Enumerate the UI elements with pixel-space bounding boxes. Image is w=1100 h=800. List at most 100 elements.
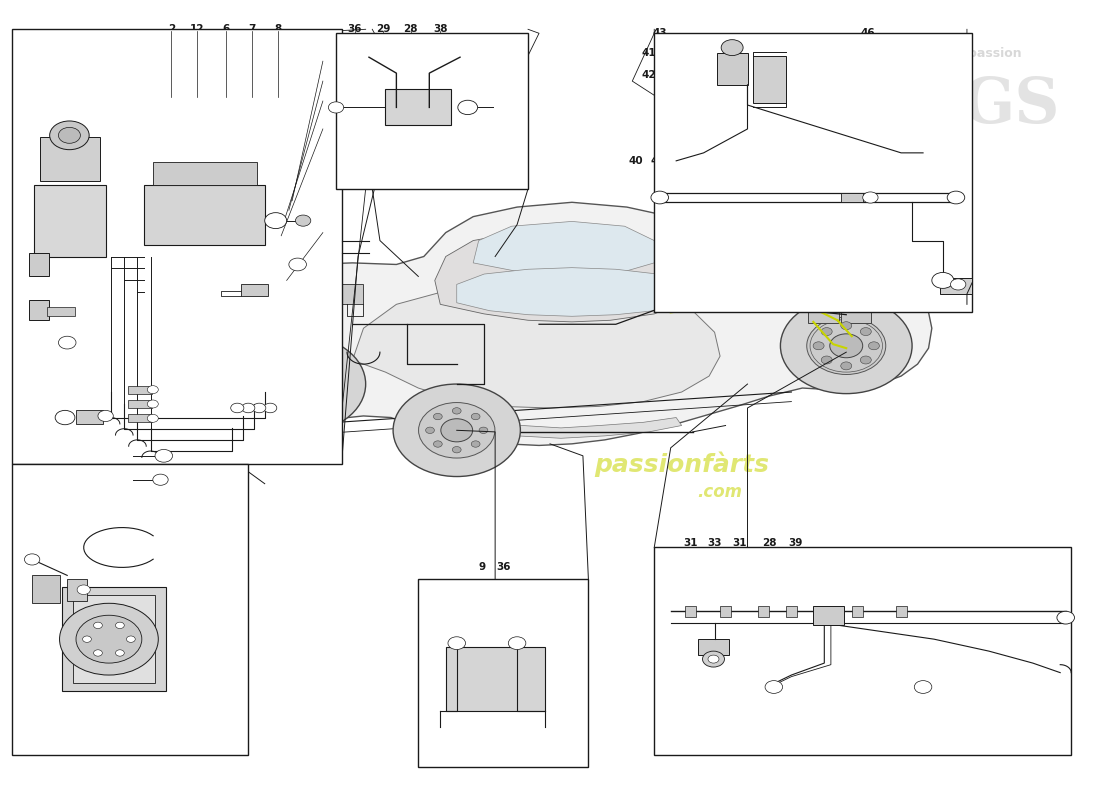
Text: 2: 2 [168, 24, 175, 34]
Circle shape [780, 298, 912, 394]
Text: 36: 36 [348, 24, 362, 34]
Circle shape [426, 427, 434, 434]
Text: 37: 37 [469, 644, 483, 654]
Polygon shape [456, 268, 682, 316]
Text: 9: 9 [478, 562, 485, 573]
Circle shape [230, 334, 365, 434]
Circle shape [253, 403, 266, 413]
Bar [67, 578, 87, 601]
Text: 15: 15 [21, 72, 35, 82]
Text: 11: 11 [21, 239, 35, 250]
Text: 46: 46 [861, 28, 876, 38]
Text: 40: 40 [628, 156, 642, 166]
Text: 50: 50 [76, 351, 91, 361]
Text: 29: 29 [376, 24, 390, 34]
Text: 33: 33 [707, 538, 722, 549]
Text: 38: 38 [433, 24, 448, 34]
Bar [418, 579, 588, 766]
Text: 17: 17 [21, 32, 36, 42]
Circle shape [82, 636, 91, 642]
Circle shape [766, 681, 782, 694]
Text: 31: 31 [340, 124, 354, 134]
Circle shape [822, 327, 833, 335]
Circle shape [722, 40, 744, 56]
Text: 5: 5 [324, 56, 332, 66]
Circle shape [822, 356, 833, 364]
Polygon shape [434, 416, 682, 438]
Circle shape [55, 410, 75, 425]
Circle shape [321, 380, 332, 388]
Circle shape [293, 401, 304, 409]
Bar [336, 34, 528, 189]
Circle shape [147, 414, 158, 422]
Text: 7: 7 [21, 220, 29, 230]
Circle shape [272, 394, 283, 402]
Bar [840, 193, 862, 202]
Circle shape [280, 372, 315, 397]
Circle shape [1057, 611, 1075, 624]
Text: 3: 3 [324, 96, 332, 106]
Circle shape [433, 441, 442, 447]
Text: 4: 4 [324, 76, 332, 86]
Circle shape [147, 400, 158, 408]
Text: 24: 24 [41, 500, 55, 510]
Circle shape [471, 441, 480, 447]
Circle shape [950, 279, 966, 290]
Bar [698, 639, 729, 655]
Bar [759, 606, 769, 617]
Text: 8: 8 [274, 24, 282, 34]
Text: 47: 47 [939, 258, 955, 268]
Text: 45: 45 [939, 140, 955, 150]
Bar [939, 278, 972, 294]
Text: 43: 43 [652, 28, 667, 38]
Circle shape [452, 446, 461, 453]
Circle shape [458, 100, 477, 114]
Bar [40, 137, 100, 181]
Circle shape [703, 651, 725, 667]
Text: 35: 35 [939, 686, 955, 696]
Circle shape [24, 554, 40, 565]
Circle shape [806, 317, 886, 374]
Circle shape [448, 637, 465, 650]
Circle shape [153, 474, 168, 486]
Polygon shape [434, 230, 691, 322]
Circle shape [813, 342, 824, 350]
Circle shape [947, 191, 965, 204]
Text: 28: 28 [404, 24, 418, 34]
Text: 22: 22 [164, 413, 178, 422]
Circle shape [312, 394, 323, 402]
Circle shape [242, 403, 255, 413]
Polygon shape [473, 222, 654, 276]
Text: 9: 9 [21, 176, 29, 186]
Circle shape [840, 362, 851, 370]
Circle shape [264, 380, 275, 388]
Text: 52: 52 [101, 351, 117, 361]
Text: 53: 53 [52, 351, 66, 361]
Text: 32: 32 [672, 582, 686, 592]
Polygon shape [352, 285, 720, 408]
Circle shape [860, 356, 871, 364]
Circle shape [126, 636, 135, 642]
Circle shape [272, 366, 283, 374]
Text: 19: 19 [131, 413, 145, 422]
Text: 34: 34 [915, 686, 931, 696]
Text: 7: 7 [248, 24, 255, 34]
Text: 18: 18 [161, 351, 175, 361]
Bar [685, 606, 696, 617]
Bar [807, 309, 838, 323]
Text: 13: 13 [321, 124, 336, 134]
Text: 12: 12 [189, 24, 204, 34]
Circle shape [829, 334, 862, 358]
Text: 49: 49 [131, 351, 146, 361]
Circle shape [94, 622, 102, 629]
Circle shape [296, 215, 311, 226]
Bar [720, 606, 732, 617]
Circle shape [147, 386, 158, 394]
Text: 27: 27 [24, 413, 38, 422]
Bar [785, 606, 796, 617]
Text: 31: 31 [683, 538, 697, 549]
Circle shape [862, 192, 878, 203]
Circle shape [77, 585, 90, 594]
Bar [144, 185, 265, 245]
Bar [12, 30, 341, 464]
